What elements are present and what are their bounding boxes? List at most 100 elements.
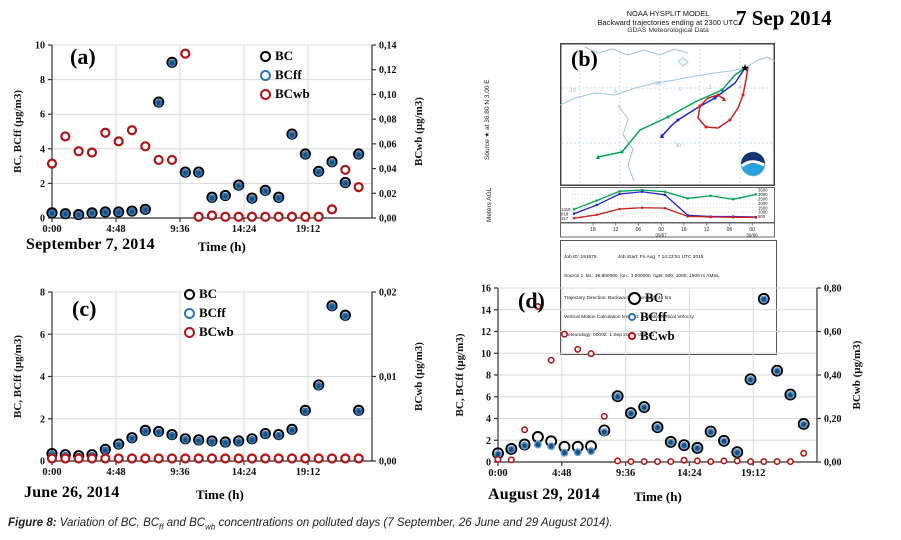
hysplit-header-line3: GDAS Meteorological Data <box>627 27 709 34</box>
svg-text:19:12: 19:12 <box>296 224 321 235</box>
svg-text:00: 00 <box>749 227 755 233</box>
hysplit-map-svg: -10 -5 0 2 4 36 30 ★ <box>560 43 775 186</box>
svg-text:18: 18 <box>590 227 596 233</box>
svg-text:8: 8 <box>40 288 45 299</box>
svg-text:0,60: 0,60 <box>824 327 842 338</box>
svg-text:317: 317 <box>561 216 569 221</box>
legend-label: BCwb <box>275 86 310 101</box>
panel-c-chart-svg: 0 2 4 6 8 0,00 0,01 0,02 0:00 4:48 9:36 14:24 19:12 B… <box>12 288 425 479</box>
svg-text:1000: 1000 <box>758 210 768 215</box>
svg-text:-5: -5 <box>613 89 618 95</box>
panel-c-date-title: June 26, 2014 <box>24 484 120 501</box>
svg-text:1318: 1318 <box>561 207 571 212</box>
svg-text:14: 14 <box>481 305 491 316</box>
svg-text:0,80: 0,80 <box>824 284 842 295</box>
svg-text:BC, BCff (µg/m3): BC, BCff (µg/m3) <box>12 90 24 173</box>
bcwb-marker-icon <box>260 88 271 100</box>
svg-text:0,00: 0,00 <box>824 458 842 469</box>
svg-text:0,04: 0,04 <box>379 164 397 175</box>
svg-text:4:48: 4:48 <box>106 467 125 478</box>
panel-d-chart-svg: 0 2 4 6 8 10 12 14 16 0,00 0,20 0,40 0,60 0,80 0:00 4:4… <box>454 284 863 480</box>
svg-text:0: 0 <box>40 214 45 225</box>
legend-item-bcff: BCff <box>260 67 310 83</box>
svg-text:0,06: 0,06 <box>379 139 397 150</box>
legend-item-bcwb: BCwb <box>628 328 675 344</box>
bcff-marker-icon <box>260 69 271 81</box>
legend-label: BC <box>199 286 218 301</box>
svg-text:0,00: 0,00 <box>379 214 397 225</box>
svg-text:0:00: 0:00 <box>42 467 61 478</box>
svg-text:818: 818 <box>561 212 569 217</box>
svg-text:36: 36 <box>655 81 661 87</box>
svg-text:4:48: 4:48 <box>106 224 125 235</box>
svg-text:4: 4 <box>739 85 742 91</box>
hysplit-header: NOAA HYSPLIT MODEL Backward trajectories… <box>588 9 748 34</box>
bcff-marker-icon <box>184 307 195 319</box>
svg-text:30: 30 <box>675 143 681 149</box>
svg-text:19:12: 19:12 <box>296 467 321 478</box>
panel-c-legend: BC BCff BCwb <box>184 286 234 340</box>
svg-text:8: 8 <box>40 75 45 86</box>
svg-text:0:00: 0:00 <box>488 468 507 479</box>
legend-label: BCwb <box>199 324 234 339</box>
svg-text:2: 2 <box>709 85 712 91</box>
legend-item-bc: BC <box>184 286 234 302</box>
svg-text:0,12: 0,12 <box>379 65 397 76</box>
svg-text:0,02: 0,02 <box>379 189 397 200</box>
legend-item-bcwb: BCwb <box>260 86 310 102</box>
svg-text:19:12: 19:12 <box>741 468 766 479</box>
hysplit-info-block: Job ID: 191675 Job Start: Fri Aug 7 14:2… <box>560 240 777 355</box>
bcwb-marker-icon <box>184 326 195 338</box>
bcwb-marker-icon <box>628 332 636 340</box>
svg-text:6: 6 <box>40 110 45 121</box>
svg-text:4: 4 <box>486 414 491 425</box>
hysplit-header-line2: Backward trajectories ending at 2300 UTC <box>597 18 739 27</box>
svg-text:06: 06 <box>727 227 733 233</box>
panel-a-date-title: September 7, 2014 <box>26 236 155 253</box>
caption-sub-ff: ff <box>159 522 164 532</box>
svg-text:3500: 3500 <box>758 188 768 193</box>
legend-label: BCwb <box>640 328 675 343</box>
legend-label: BC <box>275 48 294 63</box>
panel-a-legend: BC BCff BCwb <box>260 48 310 102</box>
svg-text:6: 6 <box>486 392 491 403</box>
panel-a-chart-svg: 0 2 4 6 8 10 0,00 0,02 0,04 0,06 0,08 0,10 0,12 0,14 0… <box>12 41 425 236</box>
figure-caption: Figure 8: Variation of BC, BCff and BCwb… <box>8 517 893 531</box>
svg-text:★: ★ <box>741 63 750 73</box>
svg-text:BCwb (µg/m3): BCwb (µg/m3) <box>413 342 425 411</box>
panel-a: 0 2 4 6 8 10 0,00 0,02 0,04 0,06 0,08 0,10 0,12 0,14 0… <box>8 26 440 263</box>
svg-text:0,14: 0,14 <box>379 41 397 52</box>
svg-text:BCwb (µg/m3): BCwb (µg/m3) <box>851 340 863 409</box>
panel-d-legend: BC BCff BCwb <box>628 290 675 344</box>
bc-marker-icon <box>628 291 641 305</box>
svg-text:BC, BCff (µg/m3): BC, BCff (µg/m3) <box>12 335 24 418</box>
svg-text:0,10: 0,10 <box>379 90 397 101</box>
legend-label: BCff <box>199 305 226 320</box>
svg-text:0,01: 0,01 <box>379 372 397 383</box>
legend-item-bc: BC <box>628 290 675 306</box>
svg-text:2: 2 <box>40 414 45 425</box>
svg-text:14:24: 14:24 <box>232 224 257 235</box>
bcff-marker-icon <box>628 313 636 321</box>
panel-d-label: (d) <box>518 288 545 313</box>
legend-item-bcff: BCff <box>628 309 675 325</box>
svg-text:16: 16 <box>481 284 491 295</box>
svg-text:0,02: 0,02 <box>379 288 397 299</box>
info-line: Job ID: 191675 Job Start: Fri Aug 7 14:2… <box>564 255 704 261</box>
svg-text:10: 10 <box>481 349 491 360</box>
legend-item-bcwb: BCwb <box>184 324 234 340</box>
panel-d: 0 2 4 6 8 10 12 14 16 0,00 0,20 0,40 0,60 0,80 0:00 4:4… <box>452 278 901 515</box>
svg-text:06: 06 <box>636 227 642 233</box>
bc-marker-icon <box>260 50 271 62</box>
panel-c-xlabel: Time (h) <box>196 487 244 502</box>
info-line: Trajectory Direction: Backward Duration:… <box>564 295 672 301</box>
caption-text: concentrations on polluted days (7 Septe… <box>215 517 613 529</box>
svg-text:3000: 3000 <box>758 192 768 197</box>
hysplit-meters-label: Meters AGL <box>486 187 493 222</box>
panel-d-xlabel: Time (h) <box>634 489 682 504</box>
svg-text:12: 12 <box>704 227 710 233</box>
svg-text:BCwb (µg/m3): BCwb (µg/m3) <box>413 97 425 166</box>
panel-b: NOAA HYSPLIT MODEL Backward trajectories… <box>455 0 901 355</box>
